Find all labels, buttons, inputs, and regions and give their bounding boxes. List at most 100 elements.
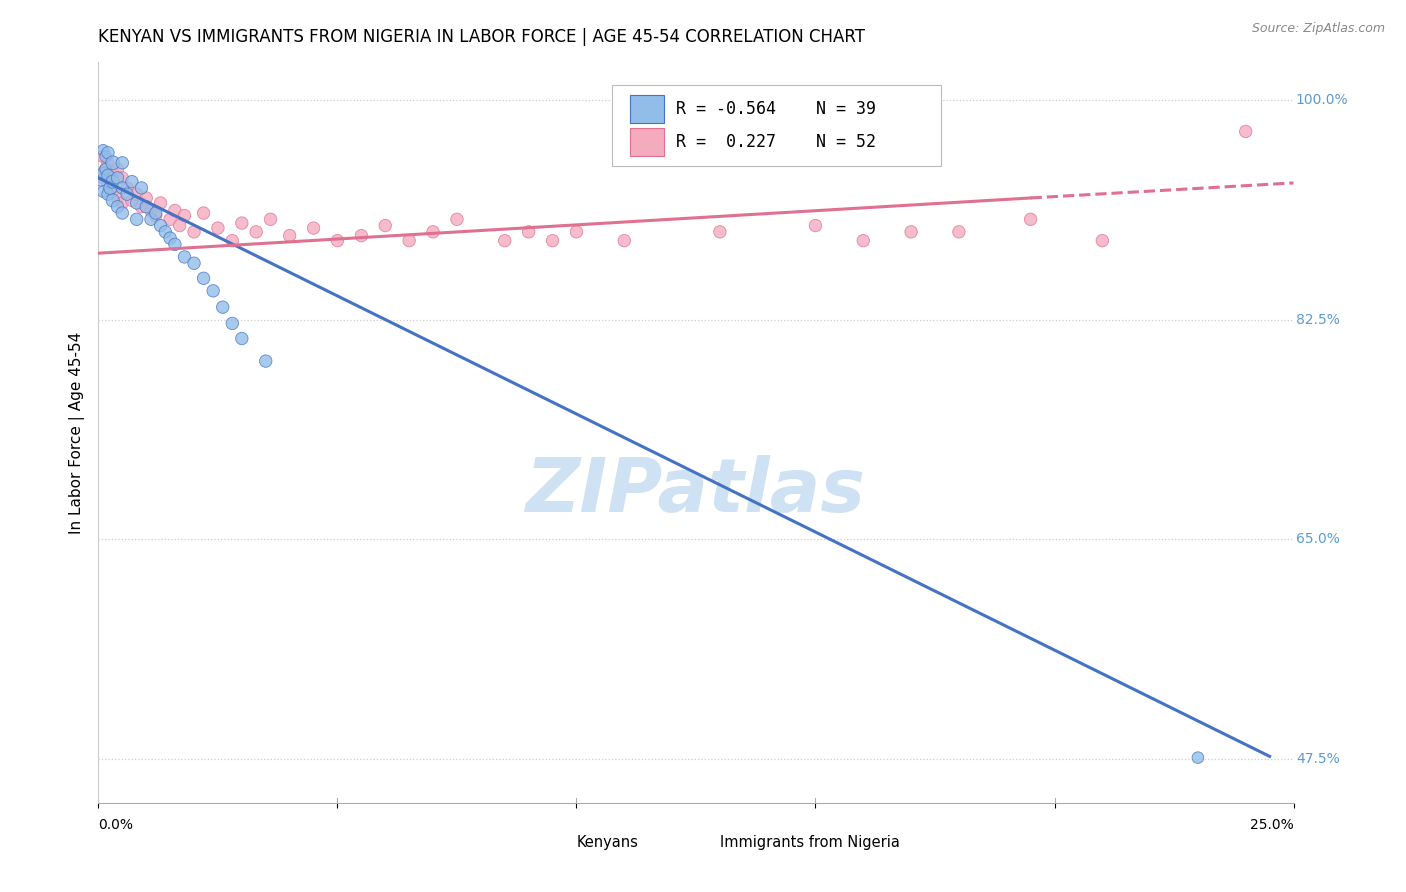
Point	[1019, 212, 1042, 227]
Point	[94, 162, 117, 177]
Point	[1091, 234, 1114, 248]
Point	[97, 145, 120, 160]
Point	[139, 203, 162, 218]
Point	[91, 185, 114, 199]
Text: Immigrants from Nigeria: Immigrants from Nigeria	[720, 835, 900, 849]
Point	[121, 194, 143, 208]
Point	[111, 181, 134, 195]
Point	[115, 181, 138, 195]
Point	[231, 216, 253, 230]
Point	[259, 212, 281, 227]
Point	[302, 221, 325, 235]
Point	[125, 187, 148, 202]
Point	[115, 187, 138, 202]
Point	[221, 317, 243, 331]
Point	[1187, 750, 1209, 764]
Text: 65.0%: 65.0%	[1296, 533, 1340, 546]
Point	[900, 225, 922, 239]
Text: Source: ZipAtlas.com: Source: ZipAtlas.com	[1251, 22, 1385, 36]
Point	[254, 354, 277, 368]
Point	[97, 156, 120, 170]
Point	[91, 170, 114, 185]
Point	[446, 212, 468, 227]
Text: 100.0%: 100.0%	[1296, 93, 1348, 107]
Point	[398, 234, 420, 248]
Point	[107, 200, 129, 214]
Text: 0.0%: 0.0%	[98, 818, 134, 832]
Point	[183, 225, 205, 239]
Point	[159, 212, 181, 227]
Point	[94, 150, 117, 164]
Point	[107, 191, 129, 205]
Point	[107, 170, 129, 185]
Point	[111, 206, 134, 220]
Point	[101, 166, 124, 180]
Text: 47.5%: 47.5%	[1296, 752, 1340, 766]
Y-axis label: In Labor Force | Age 45-54: In Labor Force | Age 45-54	[69, 332, 84, 533]
Text: ZIPatlas: ZIPatlas	[526, 455, 866, 528]
Point	[90, 173, 112, 187]
Text: 82.5%: 82.5%	[1296, 313, 1340, 326]
Point	[948, 225, 970, 239]
Point	[91, 143, 114, 157]
Point	[98, 181, 122, 195]
Point	[173, 250, 195, 264]
Point	[231, 331, 253, 345]
Point	[155, 225, 177, 239]
Point	[245, 225, 267, 239]
Point	[422, 225, 444, 239]
Point	[163, 203, 186, 218]
Point	[111, 170, 134, 185]
Point	[183, 256, 205, 270]
Point	[97, 187, 120, 202]
FancyBboxPatch shape	[541, 832, 567, 851]
Point	[145, 209, 167, 223]
Point	[125, 196, 148, 211]
Point	[169, 219, 191, 233]
Point	[135, 191, 157, 205]
Point	[221, 234, 243, 248]
Point	[565, 225, 588, 239]
FancyBboxPatch shape	[685, 832, 710, 851]
Point	[101, 156, 124, 170]
Point	[131, 200, 153, 214]
Point	[804, 219, 827, 233]
Point	[374, 219, 396, 233]
Point	[97, 178, 120, 193]
Point	[207, 221, 229, 235]
Point	[107, 162, 129, 177]
Point	[541, 234, 564, 248]
Text: R =  0.227    N = 52: R = 0.227 N = 52	[676, 133, 876, 151]
Point	[111, 156, 134, 170]
Point	[149, 196, 172, 211]
Point	[173, 209, 195, 223]
Point	[193, 271, 215, 285]
FancyBboxPatch shape	[630, 128, 664, 156]
Point	[101, 194, 124, 208]
Point	[101, 175, 124, 189]
Point	[149, 219, 172, 233]
Point	[97, 169, 120, 183]
Point	[350, 228, 373, 243]
Point	[326, 234, 349, 248]
Text: 25.0%: 25.0%	[1250, 818, 1294, 832]
Point	[613, 234, 636, 248]
Point	[211, 300, 233, 314]
Point	[494, 234, 516, 248]
Point	[131, 181, 153, 195]
Point	[278, 228, 301, 243]
FancyBboxPatch shape	[613, 85, 941, 166]
Point	[139, 212, 162, 227]
Point	[111, 196, 134, 211]
Point	[517, 225, 540, 239]
Text: Kenyans: Kenyans	[576, 835, 638, 849]
Point	[94, 162, 117, 177]
Point	[125, 212, 148, 227]
Point	[90, 169, 112, 183]
FancyBboxPatch shape	[630, 95, 664, 123]
Point	[135, 200, 157, 214]
Text: R = -0.564    N = 39: R = -0.564 N = 39	[676, 100, 876, 118]
Point	[159, 231, 181, 245]
Point	[709, 225, 731, 239]
Point	[193, 206, 215, 220]
